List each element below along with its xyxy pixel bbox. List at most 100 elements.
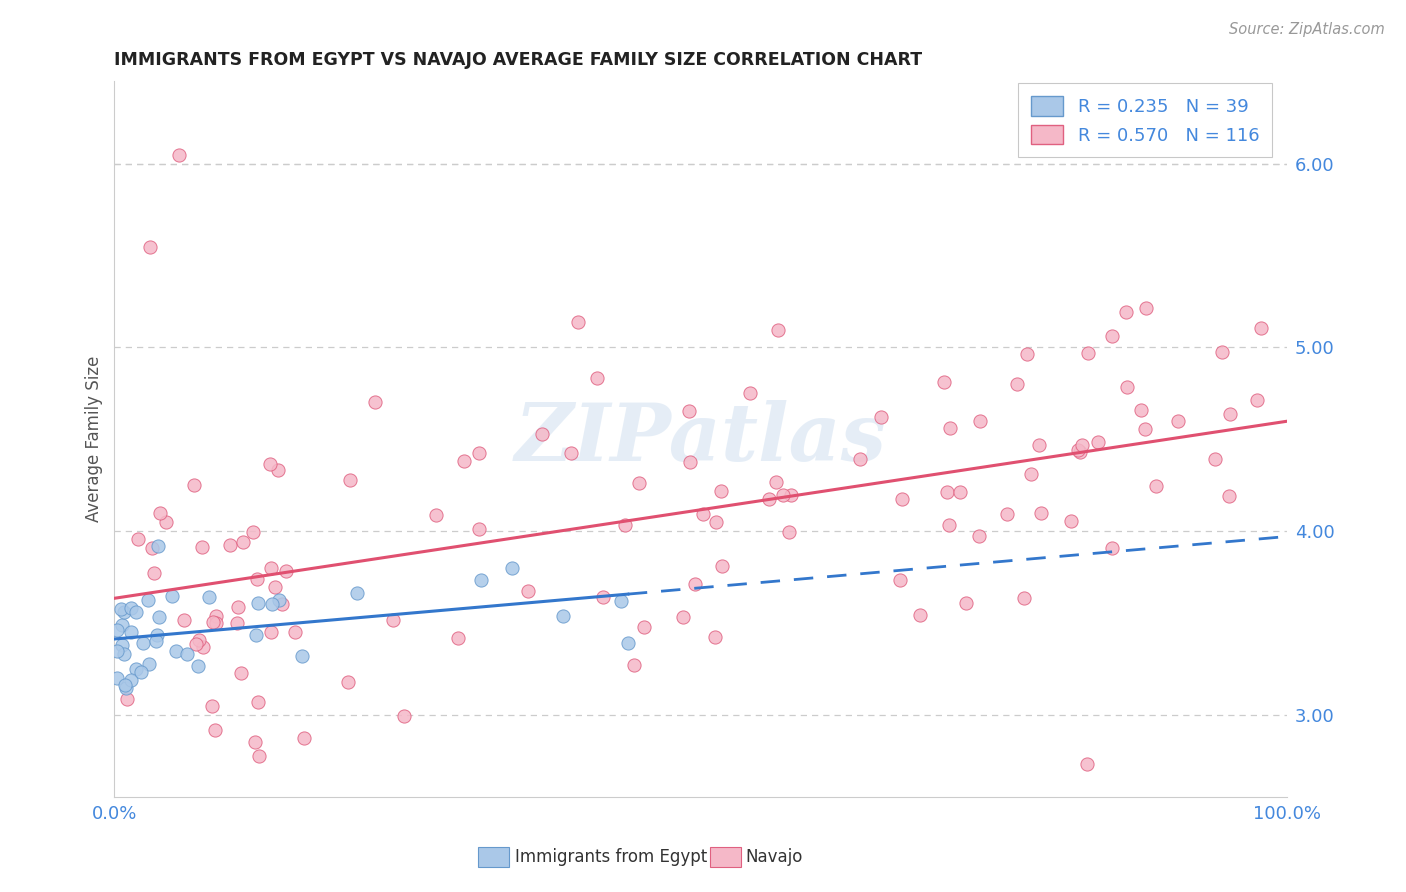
- Point: [115, 692, 138, 706]
- Point: [226, 615, 249, 630]
- Point: [183, 478, 205, 492]
- Point: [1014, 591, 1036, 605]
- Point: [995, 508, 1018, 522]
- Point: [1115, 304, 1137, 318]
- Point: [120, 601, 142, 615]
- Point: [1204, 451, 1226, 466]
- Point: [768, 322, 790, 336]
- Point: [1015, 346, 1038, 360]
- Point: [138, 239, 160, 253]
- Point: [617, 636, 640, 650]
- Point: [614, 517, 637, 532]
- Point: [260, 624, 283, 639]
- Point: [468, 522, 491, 536]
- Point: [553, 608, 575, 623]
- Point: [470, 573, 492, 587]
- Point: [935, 485, 957, 500]
- Point: [204, 723, 226, 737]
- Point: [849, 451, 872, 466]
- Point: [142, 566, 165, 581]
- Point: [138, 657, 160, 671]
- Point: [120, 673, 142, 687]
- Point: [260, 561, 283, 575]
- Point: [910, 608, 932, 623]
- Point: [949, 484, 972, 499]
- Point: [187, 658, 209, 673]
- Point: [339, 473, 361, 487]
- Point: [247, 596, 270, 610]
- Point: [146, 628, 169, 642]
- Point: [145, 634, 167, 648]
- Point: [218, 538, 240, 552]
- Point: [246, 572, 269, 586]
- Point: [453, 453, 475, 467]
- Point: [129, 665, 152, 680]
- Point: [710, 558, 733, 573]
- Point: [146, 539, 169, 553]
- Point: [271, 598, 294, 612]
- Point: [148, 609, 170, 624]
- Point: [932, 376, 955, 390]
- Point: [1144, 478, 1167, 492]
- Point: [678, 404, 700, 418]
- Point: [245, 628, 267, 642]
- Point: [517, 584, 540, 599]
- Point: [765, 475, 787, 490]
- Text: ZIPatlas: ZIPatlas: [515, 401, 887, 478]
- Point: [425, 508, 447, 523]
- Point: [114, 678, 136, 692]
- Point: [1071, 438, 1094, 452]
- Point: [291, 649, 314, 664]
- Text: Immigrants from Egypt: Immigrants from Egypt: [515, 848, 707, 866]
- Point: [969, 414, 991, 428]
- Point: [111, 638, 134, 652]
- Point: [259, 457, 281, 471]
- Point: [890, 492, 912, 507]
- Point: [586, 370, 609, 384]
- Point: [283, 625, 305, 640]
- Point: [738, 385, 761, 400]
- Point: [1077, 346, 1099, 360]
- Point: [468, 446, 491, 460]
- Point: [758, 491, 780, 506]
- Point: [623, 657, 645, 672]
- Y-axis label: Average Family Size: Average Family Size: [86, 356, 103, 523]
- Point: [105, 671, 128, 685]
- Legend: R = 0.235   N = 39, R = 0.570   N = 116: R = 0.235 N = 39, R = 0.570 N = 116: [1018, 83, 1272, 157]
- Point: [592, 591, 614, 605]
- Text: Navajo: Navajo: [745, 848, 803, 866]
- Point: [938, 517, 960, 532]
- Point: [112, 605, 135, 619]
- Point: [112, 648, 135, 662]
- Point: [155, 515, 177, 529]
- Point: [772, 488, 794, 502]
- Point: [204, 615, 226, 630]
- Point: [201, 699, 224, 714]
- Point: [363, 394, 385, 409]
- Point: [1219, 407, 1241, 421]
- Point: [530, 427, 553, 442]
- Point: [1101, 541, 1123, 555]
- Point: [260, 597, 283, 611]
- Point: [105, 643, 128, 657]
- Point: [149, 506, 172, 520]
- Point: [382, 613, 405, 627]
- Point: [967, 529, 990, 543]
- Point: [447, 632, 470, 646]
- Point: [1076, 757, 1098, 772]
- Point: [889, 573, 911, 587]
- Point: [247, 695, 270, 709]
- Text: IMMIGRANTS FROM EGYPT VS NAVAJO AVERAGE FAMILY SIZE CORRELATION CHART: IMMIGRANTS FROM EGYPT VS NAVAJO AVERAGE …: [114, 51, 922, 69]
- Point: [197, 591, 219, 605]
- Point: [1250, 321, 1272, 335]
- Point: [1029, 506, 1052, 520]
- Point: [132, 636, 155, 650]
- Point: [1087, 434, 1109, 449]
- Point: [1069, 444, 1091, 458]
- Point: [1116, 380, 1139, 394]
- Point: [870, 410, 893, 425]
- Point: [703, 630, 725, 644]
- Point: [125, 662, 148, 676]
- Point: [1019, 467, 1042, 482]
- Point: [1067, 443, 1090, 458]
